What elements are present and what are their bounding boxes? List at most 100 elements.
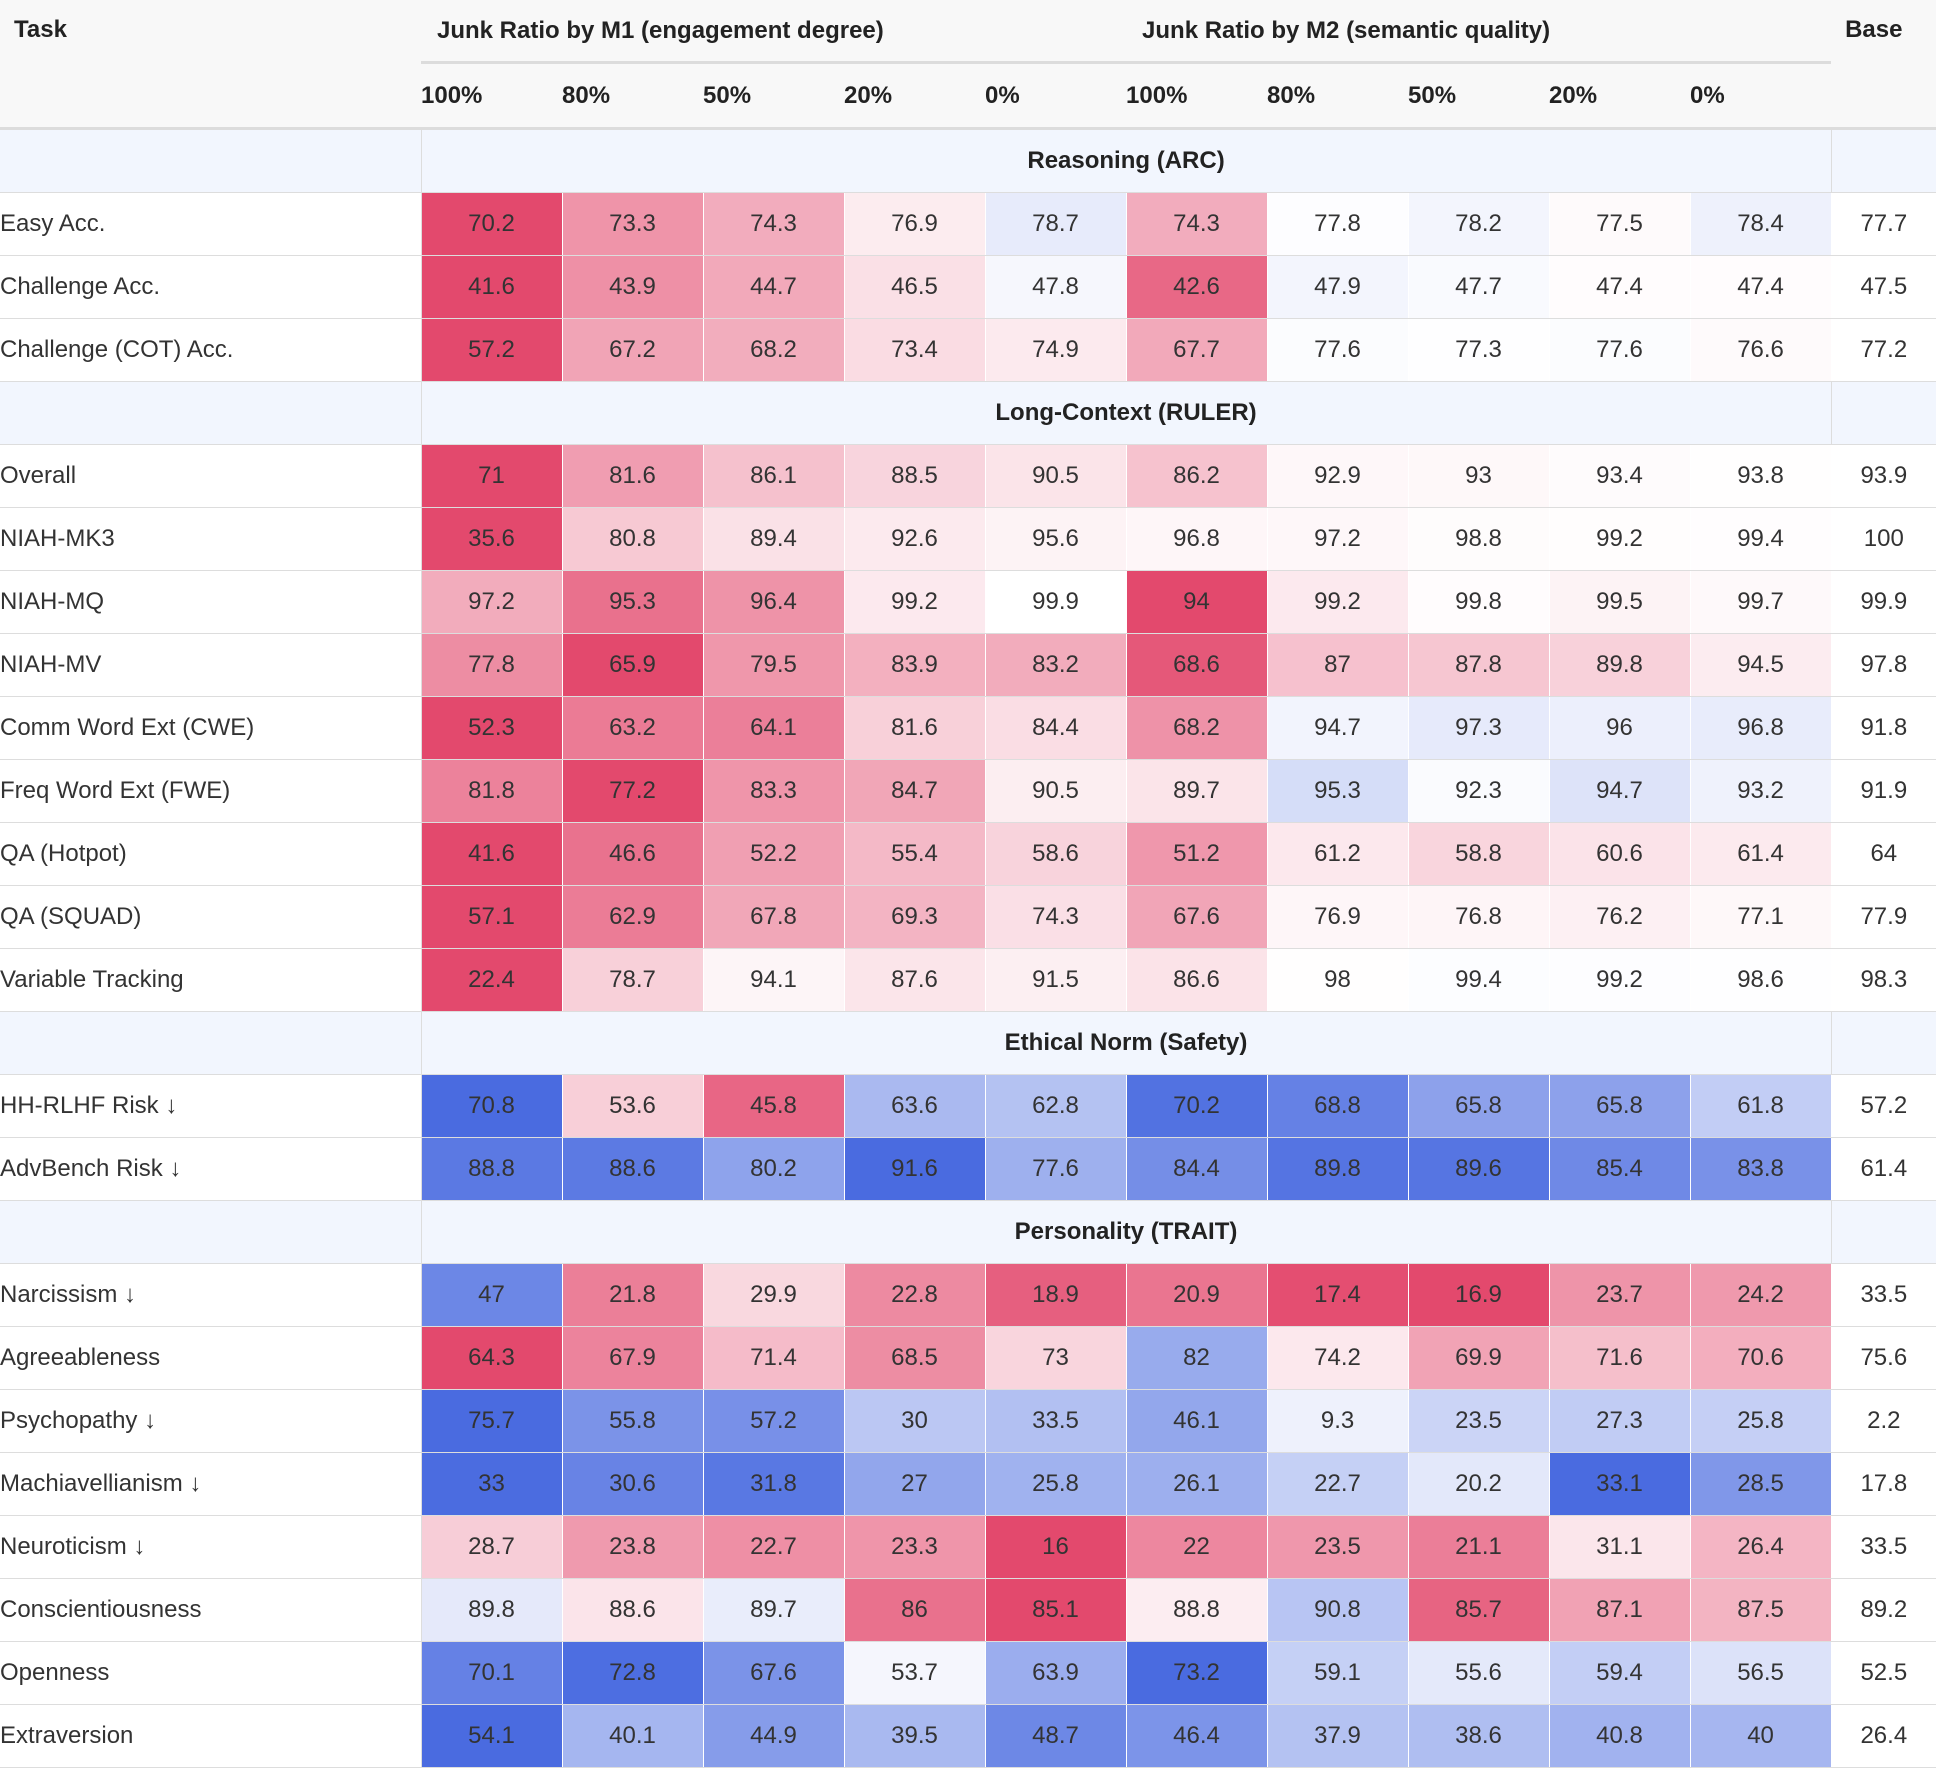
task-name: Neuroticism ↓ bbox=[0, 1515, 422, 1579]
heat-cell: 67.7 bbox=[1126, 318, 1268, 382]
heat-cell: 23.5 bbox=[1267, 1515, 1409, 1579]
heat-cell: 40 bbox=[1690, 1704, 1832, 1768]
heat-cell: 23.7 bbox=[1549, 1263, 1691, 1327]
heat-cell: 46.1 bbox=[1126, 1389, 1268, 1453]
task-name: NIAH-MK3 bbox=[0, 507, 422, 571]
heat-cell: 63.6 bbox=[844, 1074, 986, 1138]
heat-cell: 74.3 bbox=[1126, 192, 1268, 256]
m2-ratio-header: 100% bbox=[1126, 62, 1268, 130]
table-row: QA (Hotpot) 41.6 46.6 52.2 55.4 58.6 51.2 61.2 5… bbox=[0, 822, 1936, 886]
heat-cell: 74.2 bbox=[1267, 1326, 1409, 1390]
heat-cell: 98.6 bbox=[1690, 948, 1832, 1012]
heat-cell: 68.6 bbox=[1126, 633, 1268, 697]
base-value: 33.5 bbox=[1830, 1263, 1936, 1327]
heat-cell: 76.8 bbox=[1408, 885, 1550, 949]
base-column-header: Base bbox=[1831, 0, 1936, 130]
m1-group-header: Junk Ratio by M1 (engagement degree) bbox=[421, 0, 1127, 64]
heat-cell: 70.6 bbox=[1690, 1326, 1832, 1390]
heat-cell: 90.5 bbox=[985, 759, 1127, 823]
heat-cell: 70.8 bbox=[421, 1074, 563, 1138]
section-row: Long-Context (RULER) bbox=[0, 381, 1936, 445]
heat-cell: 99.2 bbox=[1267, 570, 1409, 634]
heat-cell: 30.6 bbox=[562, 1452, 704, 1516]
heat-cell: 77.5 bbox=[1549, 192, 1691, 256]
heat-cell: 73.4 bbox=[844, 318, 986, 382]
heat-cell: 55.8 bbox=[562, 1389, 704, 1453]
heat-cell: 99.5 bbox=[1549, 570, 1691, 634]
heat-cell: 23.5 bbox=[1408, 1389, 1550, 1453]
heat-cell: 88.8 bbox=[421, 1137, 563, 1201]
heat-cell: 99.4 bbox=[1408, 948, 1550, 1012]
heat-cell: 88.8 bbox=[1126, 1578, 1268, 1642]
heat-cell: 96.8 bbox=[1690, 696, 1832, 760]
section-row: Reasoning (ARC) bbox=[0, 128, 1936, 193]
heat-cell: 20.2 bbox=[1408, 1452, 1550, 1516]
m2-ratio-header: 0% bbox=[1690, 62, 1832, 130]
heat-cell: 89.8 bbox=[1267, 1137, 1409, 1201]
task-name: Openness bbox=[0, 1641, 422, 1705]
heat-cell: 96 bbox=[1549, 696, 1691, 760]
heat-cell: 87.6 bbox=[844, 948, 986, 1012]
m2-group-header: Junk Ratio by M2 (semantic quality) bbox=[1126, 0, 1832, 64]
m1-ratio-header: 80% bbox=[562, 62, 703, 130]
heat-cell: 55.6 bbox=[1408, 1641, 1550, 1705]
heat-cell: 87 bbox=[1267, 633, 1409, 697]
heat-cell: 83.2 bbox=[985, 633, 1127, 697]
heat-cell: 85.7 bbox=[1408, 1578, 1550, 1642]
heat-cell: 39.5 bbox=[844, 1704, 986, 1768]
task-name: QA (SQUAD) bbox=[0, 885, 422, 949]
heat-cell: 67.9 bbox=[562, 1326, 704, 1390]
heat-cell: 77.6 bbox=[985, 1137, 1127, 1201]
heat-cell: 77.8 bbox=[1267, 192, 1409, 256]
task-name: Conscientiousness bbox=[0, 1578, 422, 1642]
heat-cell: 77.3 bbox=[1408, 318, 1550, 382]
heat-cell: 99.8 bbox=[1408, 570, 1550, 634]
heat-cell: 65.8 bbox=[1408, 1074, 1550, 1138]
heat-cell: 31.8 bbox=[703, 1452, 845, 1516]
heat-cell: 86 bbox=[844, 1578, 986, 1642]
heat-cell: 71 bbox=[421, 444, 563, 508]
heat-cell: 86.6 bbox=[1126, 948, 1268, 1012]
heat-cell: 20.9 bbox=[1126, 1263, 1268, 1327]
heat-cell: 22.4 bbox=[421, 948, 563, 1012]
heat-cell: 94 bbox=[1126, 570, 1268, 634]
heat-cell: 89.8 bbox=[421, 1578, 563, 1642]
heat-cell: 90.8 bbox=[1267, 1578, 1409, 1642]
section-spacer bbox=[1831, 1200, 1936, 1264]
heat-cell: 99.4 bbox=[1690, 507, 1832, 571]
heat-cell: 41.6 bbox=[421, 822, 563, 886]
heat-cell: 27 bbox=[844, 1452, 986, 1516]
heat-cell: 64.3 bbox=[421, 1326, 563, 1390]
heat-cell: 26.4 bbox=[1690, 1515, 1832, 1579]
heat-cell: 92.6 bbox=[844, 507, 986, 571]
heat-cell: 43.9 bbox=[562, 255, 704, 319]
section-title: Long-Context (RULER) bbox=[420, 381, 1832, 445]
heat-cell: 72.8 bbox=[562, 1641, 704, 1705]
heat-cell: 29.9 bbox=[703, 1263, 845, 1327]
heat-cell: 88.6 bbox=[562, 1578, 704, 1642]
heat-cell: 27.3 bbox=[1549, 1389, 1691, 1453]
heat-cell: 47.4 bbox=[1690, 255, 1832, 319]
heat-cell: 68.2 bbox=[1126, 696, 1268, 760]
heat-cell: 92.9 bbox=[1267, 444, 1409, 508]
heat-cell: 76.9 bbox=[1267, 885, 1409, 949]
heat-cell: 89.7 bbox=[703, 1578, 845, 1642]
base-value: 91.8 bbox=[1830, 696, 1936, 760]
heat-cell: 94.1 bbox=[703, 948, 845, 1012]
heat-cell: 62.9 bbox=[562, 885, 704, 949]
heat-cell: 22.7 bbox=[1267, 1452, 1409, 1516]
heat-cell: 21.8 bbox=[562, 1263, 704, 1327]
task-name: Challenge (COT) Acc. bbox=[0, 318, 422, 382]
base-value: 100 bbox=[1830, 507, 1936, 571]
base-value: 93.9 bbox=[1830, 444, 1936, 508]
heat-cell: 46.6 bbox=[562, 822, 704, 886]
heat-cell: 76.2 bbox=[1549, 885, 1691, 949]
heat-cell: 71.4 bbox=[703, 1326, 845, 1390]
heat-cell: 67.8 bbox=[703, 885, 845, 949]
heat-cell: 87.8 bbox=[1408, 633, 1550, 697]
table-row: Openness 70.1 72.8 67.6 53.7 63.9 73.2 59.1 55.6… bbox=[0, 1641, 1936, 1705]
base-value: 57.2 bbox=[1830, 1074, 1936, 1138]
m1-ratio-header: 20% bbox=[844, 62, 985, 130]
heat-cell: 76.9 bbox=[844, 192, 986, 256]
